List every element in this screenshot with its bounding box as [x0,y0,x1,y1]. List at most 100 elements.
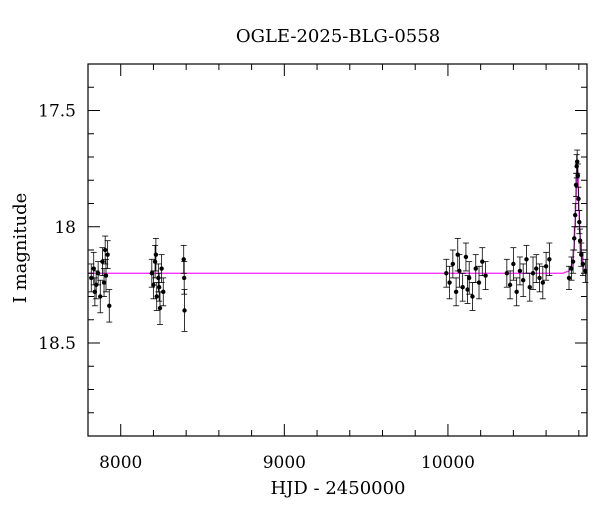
point-marker [507,282,513,288]
point-marker [455,252,460,257]
axis-ticks [87,63,587,437]
data-point [546,242,553,276]
point-marker [103,273,109,278]
point-marker [569,266,574,271]
x-axis-label: HJD - 2450000 [270,478,405,499]
data-point [443,258,450,288]
data-point [153,282,160,311]
y-tick-label: 18 [54,218,76,238]
point-marker [573,212,578,218]
data-point [152,237,159,272]
point-marker [574,159,580,164]
data-point [577,228,584,253]
model-curve [88,166,588,274]
point-marker [151,282,156,288]
point-marker [470,294,475,299]
tick-labels: 8000 9000 10000 17.5 18 18.5 [38,102,475,474]
point-marker [181,257,186,262]
x-tick-label: 10000 [421,453,475,473]
point-marker [182,275,187,281]
data-point [520,263,527,297]
point-marker [450,261,456,267]
data-point [482,261,489,290]
point-marker [579,252,584,257]
point-marker [577,238,583,243]
point-marker [566,275,572,281]
y-tick-label: 17.5 [38,102,76,122]
point-marker [152,259,158,264]
point-marker [154,294,159,299]
point-marker [91,266,96,271]
point-marker [156,275,161,281]
chart-title: OGLE-2025-BLG-0558 [236,26,440,47]
data-point [88,263,95,293]
point-marker [537,275,542,281]
point-marker [95,271,101,276]
point-marker [480,259,485,264]
data-point [574,163,581,188]
point-marker [89,275,94,281]
data-point [578,242,585,267]
data-point [459,272,466,302]
point-marker [460,285,465,290]
point-marker [467,275,472,281]
data-point [576,210,583,235]
point-marker [161,289,166,295]
point-marker [101,280,107,285]
data-point [513,277,520,307]
point-marker [182,308,187,313]
point-marker [580,261,586,267]
point-marker [447,280,452,285]
point-marker [473,266,478,271]
data-point [453,277,460,307]
data-point [516,256,523,286]
data-point [536,263,543,293]
point-marker [576,196,581,202]
point-marker [102,247,108,253]
data-point [526,272,533,302]
point-marker [159,266,164,271]
point-marker [530,271,536,276]
point-marker [573,182,579,188]
point-marker [453,289,459,295]
data-point [533,254,540,283]
point-marker [570,259,576,264]
data-point [102,235,109,265]
point-marker [444,271,449,276]
point-marker [524,257,529,262]
data-point [574,149,581,174]
data-points [88,149,589,332]
point-marker [511,261,516,267]
point-marker [517,268,523,274]
data-point [530,256,537,290]
point-marker [100,259,105,264]
data-point [510,247,517,281]
data-point [160,277,167,307]
data-point [507,270,514,300]
point-marker [98,294,103,299]
y-tick-label: 18.5 [38,334,76,354]
data-point [566,265,573,290]
plot-frame [87,63,588,437]
point-marker [149,271,155,276]
data-point [539,265,546,300]
point-marker [476,280,482,285]
data-point [523,244,530,274]
data-point [572,203,579,228]
point-marker [547,257,552,262]
data-point [156,272,163,302]
data-point [503,258,510,288]
point-marker [157,305,163,311]
point-marker [504,271,510,276]
point-marker [520,278,526,283]
model-line [88,166,588,274]
data-point [97,279,104,314]
point-marker [156,285,162,290]
data-point [472,254,479,283]
data-point [464,275,471,304]
data-point [181,289,188,332]
data-point [476,265,483,300]
point-marker [534,266,539,271]
data-point [462,242,469,272]
data-point [106,289,113,323]
